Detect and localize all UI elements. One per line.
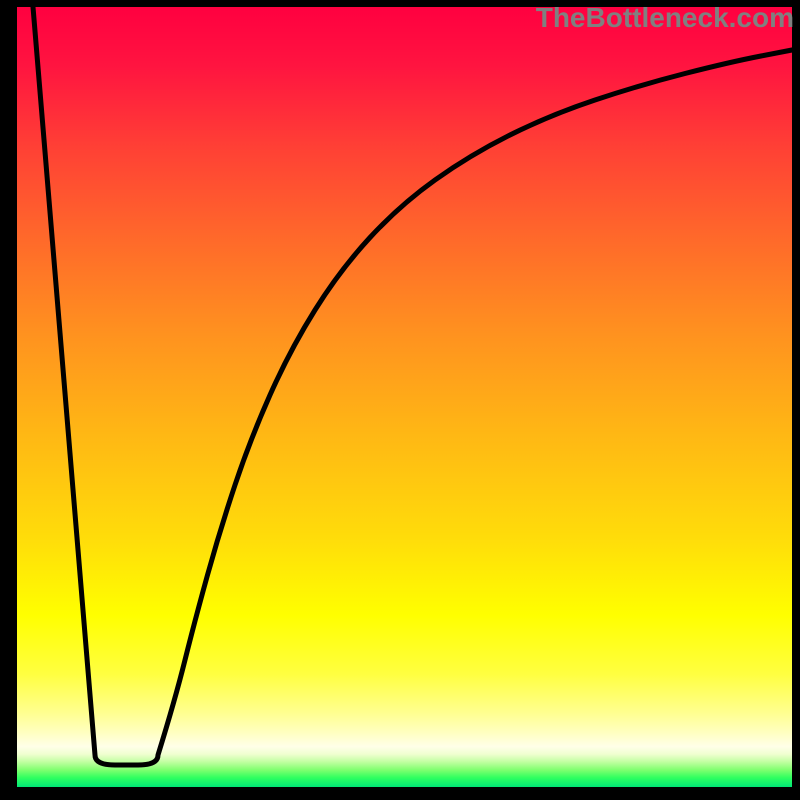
chart-svg <box>0 0 800 800</box>
gradient-area <box>17 7 792 787</box>
chart-container: TheBottleneck.com <box>0 0 800 800</box>
watermark-text: TheBottleneck.com <box>536 2 794 34</box>
